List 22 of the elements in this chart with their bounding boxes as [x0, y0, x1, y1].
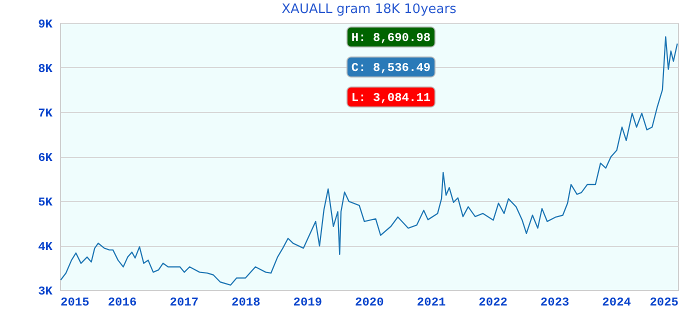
y-tick-label: 4K — [38, 240, 54, 254]
x-tick-label: 2015 — [60, 296, 90, 310]
annotation: H: 8,690.98 — [351, 31, 431, 45]
x-tick-label: 2023 — [540, 296, 570, 310]
x-tick-label: 2022 — [478, 296, 508, 310]
y-tick-label: 9K — [38, 18, 54, 32]
y-tick-label: 8K — [38, 62, 54, 76]
x-tick-label: 2019 — [293, 296, 322, 310]
y-tick-label: 3K — [38, 284, 54, 298]
x-tick-label: 2024 — [602, 296, 631, 310]
annotation: L: 3,084.11 — [351, 91, 431, 105]
x-tick-label: 2016 — [108, 296, 137, 310]
y-tick-label: 6K — [38, 151, 54, 165]
x-tick-label: 2017 — [170, 296, 199, 310]
y-tick-label: 5K — [38, 196, 54, 210]
x-tick-label: 2020 — [355, 296, 384, 310]
x-tick-label: 2021 — [416, 296, 446, 310]
chart-title: XAUALL gram 18K 10years — [282, 2, 457, 17]
x-tick-label: 2025 — [650, 296, 678, 310]
annotation: C: 8,536.49 — [351, 61, 431, 75]
y-tick-label: 7K — [38, 106, 54, 120]
x-tick-label: 2018 — [232, 296, 260, 310]
